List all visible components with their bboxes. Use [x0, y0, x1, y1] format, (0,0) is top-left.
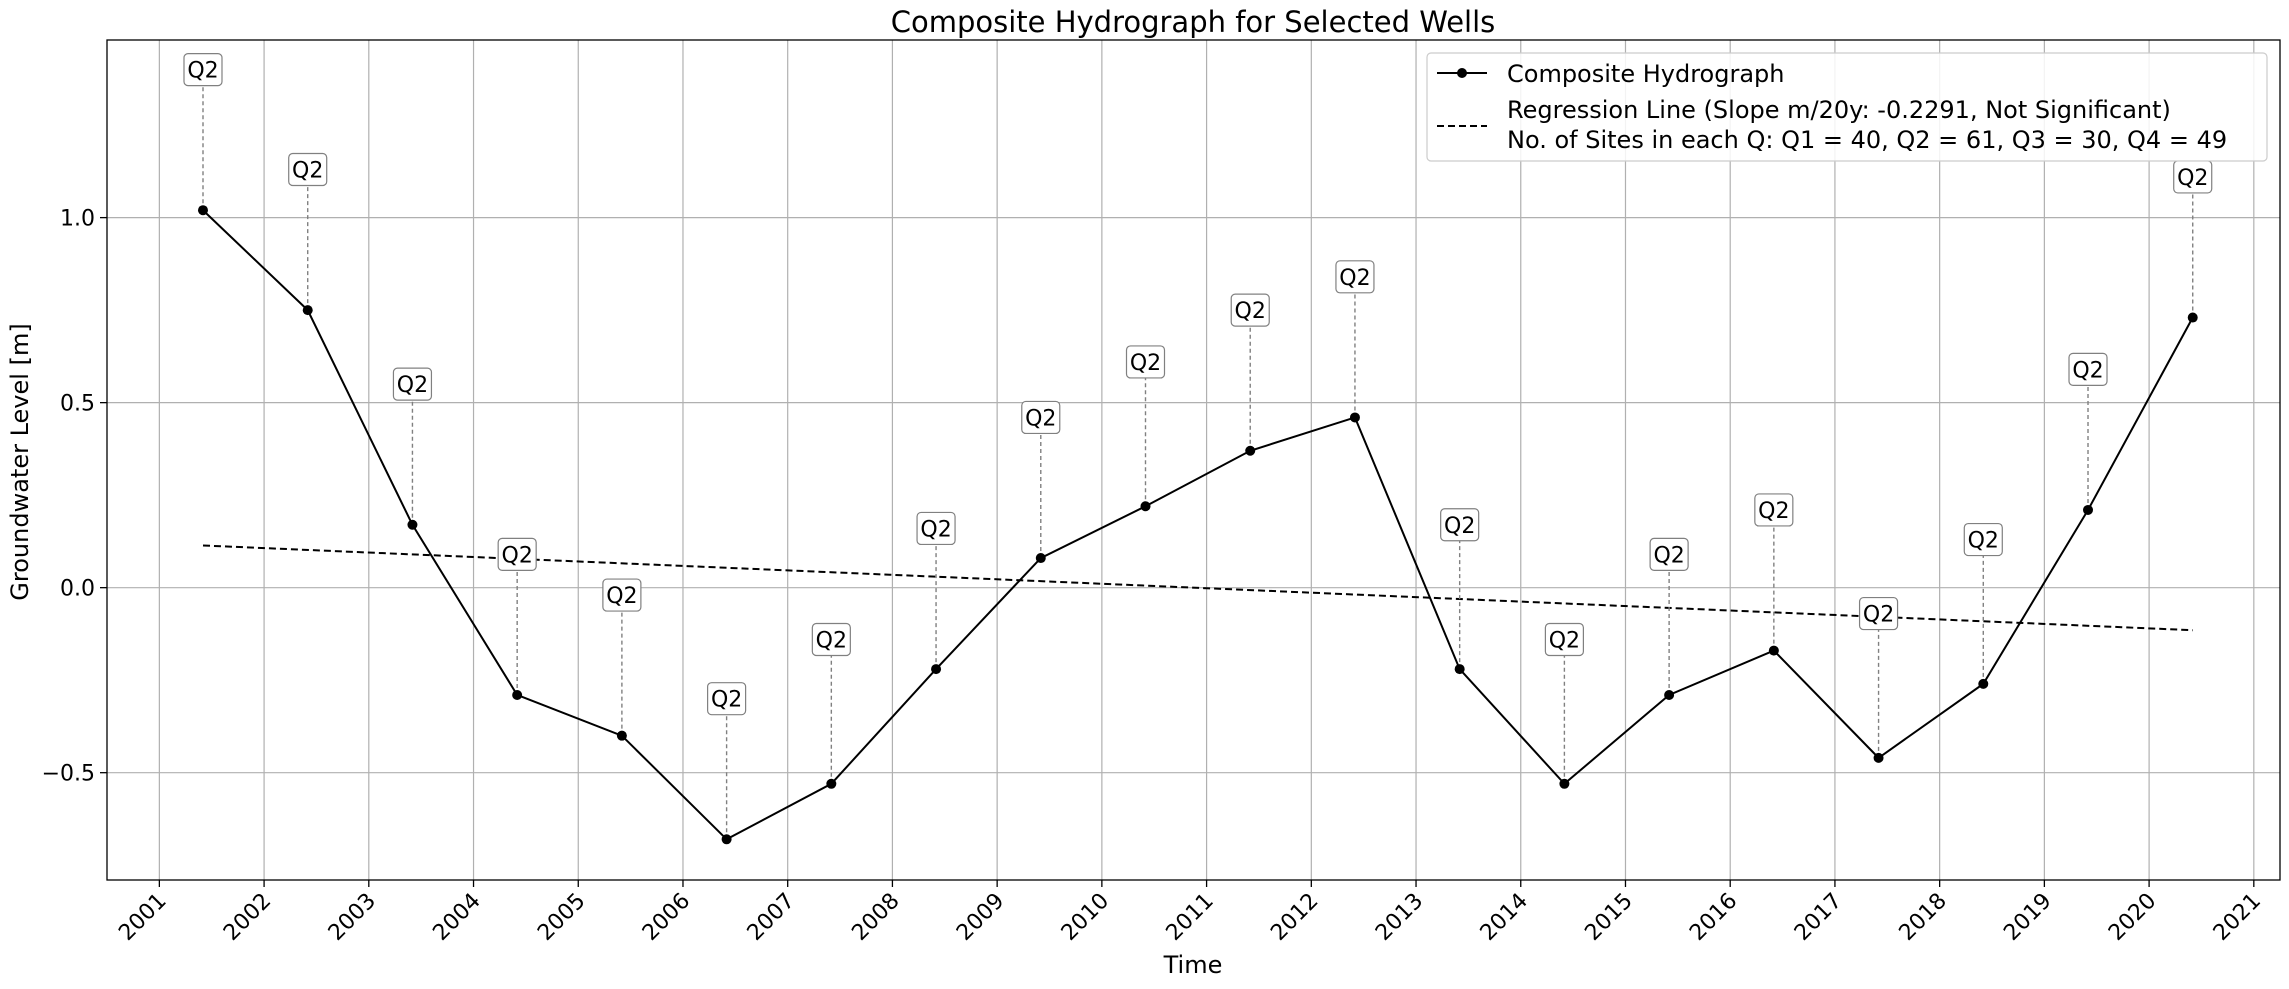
annotation-box [707, 682, 747, 716]
data-point [2083, 504, 2094, 515]
grid-layer [107, 40, 2280, 880]
annotation-box [916, 511, 956, 546]
y-axis-ticks: −0.5 0.0 0.5 1.0 [42, 207, 107, 787]
data-point [302, 305, 313, 316]
annotation-label: Q2 [816, 628, 847, 653]
annotation-label: Q2 [606, 584, 637, 609]
annotation-box [1858, 596, 1899, 631]
annotation-label: Q2 [187, 59, 218, 84]
annotation-box [602, 578, 642, 612]
x-axis-title: Time [1163, 951, 1223, 979]
legend-marker-hydrograph [1457, 68, 1467, 78]
annotation-box [288, 152, 328, 187]
y-tick-label: 0.5 [60, 392, 95, 417]
annotation-box [1125, 345, 1166, 379]
y-axis-title: Groundwater Level [m] [6, 323, 34, 600]
annotation-box [1649, 537, 1689, 571]
annotation-box [1021, 400, 1061, 435]
plot-frame [106, 39, 2281, 881]
annotation-box [2068, 352, 2108, 386]
data-point [1978, 678, 1989, 689]
annotation-box [1963, 522, 2003, 557]
annotation-label: Q2 [1863, 603, 1894, 628]
legend-label-sites: No. of Sites in each Q: Q1 = 40, Q2 = 61… [1507, 126, 2227, 154]
annotation-label: Q2 [1758, 499, 1789, 524]
annotation-label: Q2 [1653, 543, 1684, 568]
annotation-label: Q2 [292, 159, 323, 184]
annotation-box [811, 622, 851, 657]
data-point [1349, 412, 1360, 423]
annotation-label: Q2 [2072, 358, 2103, 383]
data-point [1768, 645, 1779, 656]
data-point [197, 205, 208, 216]
legend: Composite Hydrograph Regression Line (Sl… [1426, 52, 2268, 162]
y-tick-label: 0.0 [60, 577, 95, 602]
y-tick-label: 1.0 [60, 207, 95, 232]
annotation-label: Q2 [1130, 351, 1161, 376]
data-point [826, 778, 837, 789]
annotation-label: Q2 [1339, 266, 1370, 291]
data-point [2187, 312, 2198, 323]
annotation-label: Q2 [502, 543, 533, 568]
annotation-label: Q2 [2177, 166, 2208, 191]
annotation-label: Q2 [920, 517, 951, 542]
annotation-label: Q2 [1549, 628, 1580, 653]
annotation-label: Q2 [1235, 299, 1266, 324]
chart-title: Composite Hydrograph for Selected Wells [891, 5, 1496, 39]
data-point [1245, 445, 1256, 456]
annotation-layer: Q2 Q2 Q2 Q2 Q2 Q2 Q2 Q2 Q2 Q2 Q2 Q2 Q2 Q2 Q2 Q2 Q2 Q2 Q2 Q2 [183, 53, 2213, 840]
y-tick-label: −0.5 [42, 762, 95, 787]
annotation-label: Q2 [1444, 514, 1475, 539]
data-point [1140, 501, 1151, 512]
data-point [616, 730, 627, 741]
legend-box [1426, 52, 2268, 162]
data-point [1035, 553, 1046, 564]
data-point [1559, 778, 1570, 789]
data-point [1873, 752, 1884, 763]
legend-label-regression: Regression Line (Slope m/20y: -0.2291, N… [1507, 96, 2171, 124]
data-point [931, 664, 942, 675]
annotation-box [497, 537, 537, 571]
series-layer [197, 205, 2198, 845]
data-point [407, 519, 418, 530]
data-point [1454, 664, 1465, 675]
annotation-label: Q2 [711, 688, 742, 713]
annotation-box [1544, 622, 1584, 657]
annotation-label: Q2 [397, 373, 428, 398]
annotation-box [1230, 293, 1270, 327]
annotation-box [1440, 508, 1480, 542]
legend-label-hydrograph: Composite Hydrograph [1507, 60, 1784, 88]
annotation-label: Q2 [1025, 406, 1056, 431]
annotation-label: Q2 [1968, 529, 1999, 554]
data-point [721, 834, 732, 845]
data-point [1664, 689, 1675, 700]
annotation-box [1335, 260, 1375, 294]
annotation-box [183, 53, 223, 87]
hydrograph-line [202, 209, 2194, 841]
annotation-box [1754, 493, 1794, 527]
annotation-box [392, 367, 433, 401]
data-point [512, 689, 523, 700]
